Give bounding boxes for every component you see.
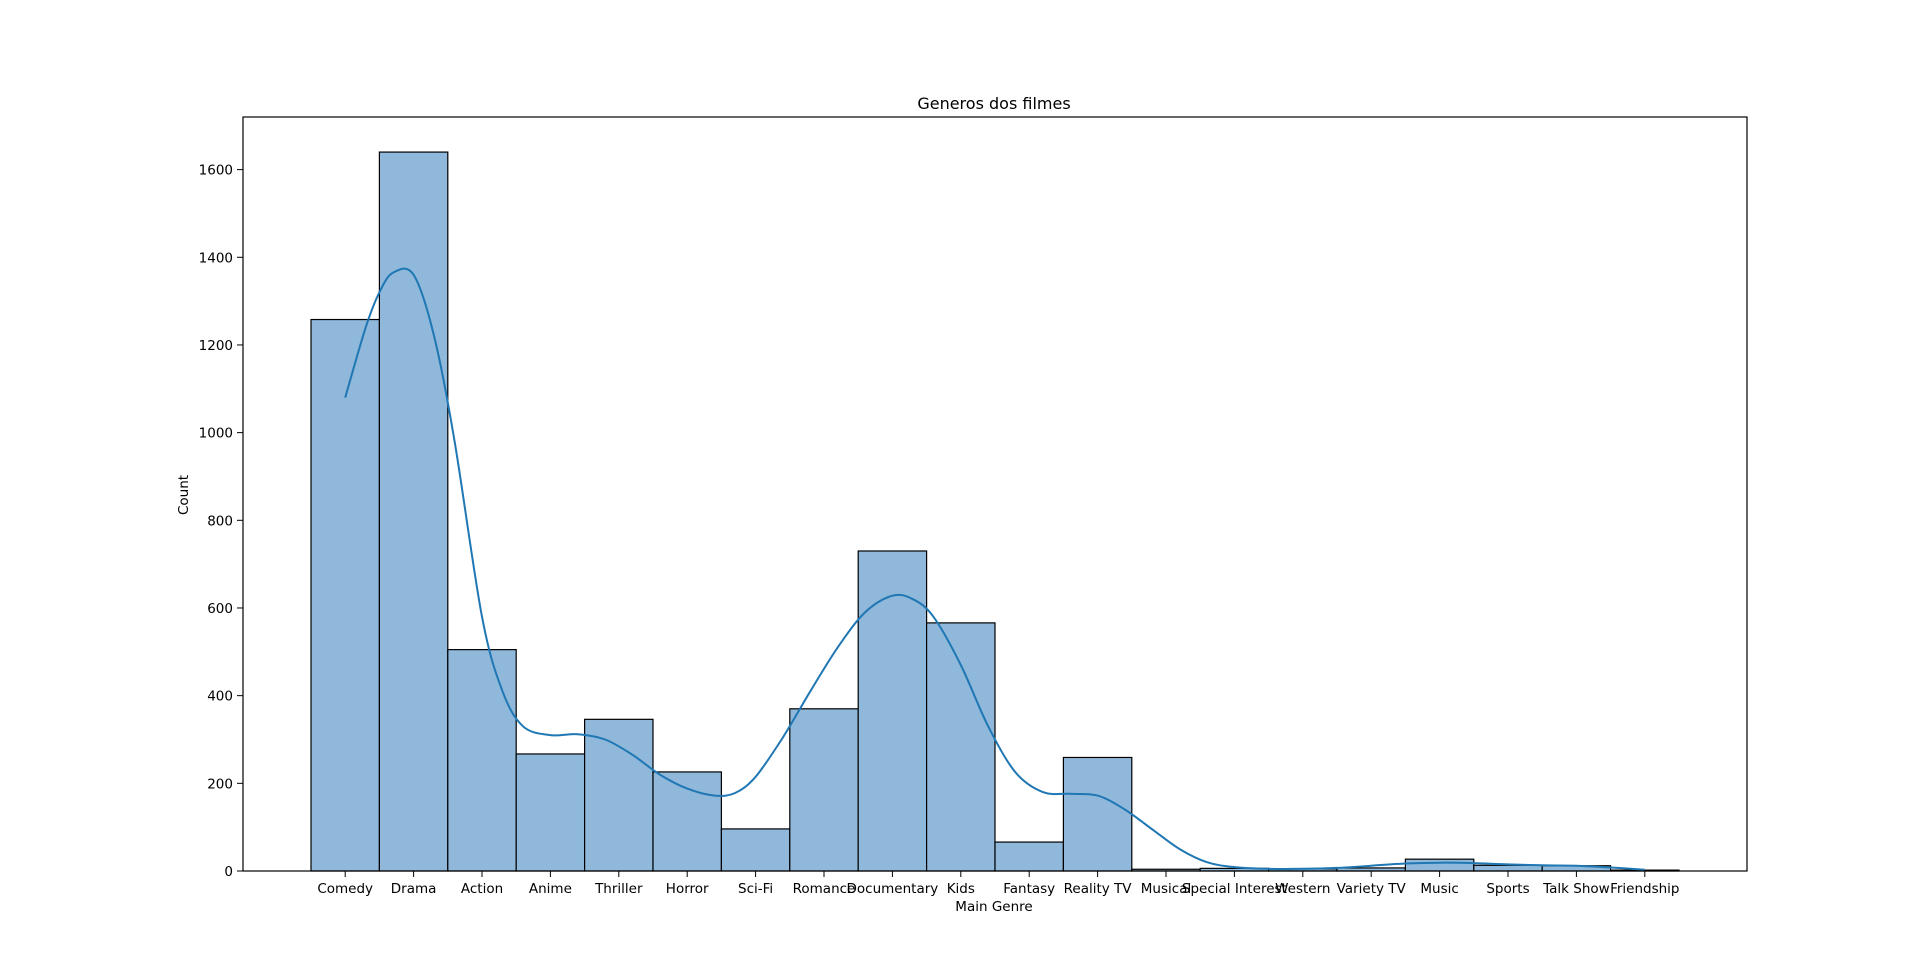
x-tick-label-musical: Musical: [1141, 881, 1191, 897]
chart-title: Generos dos filmes: [917, 94, 1070, 113]
y-tick-label: 600: [207, 601, 233, 617]
kde-line: [344, 267, 1645, 871]
x-axis: Comedy Drama Action Anime Thriller Horror Sci-…: [317, 871, 1680, 897]
bar-anime: [515, 753, 586, 872]
y-tick-label: 1200: [199, 338, 233, 354]
x-tick-label-kids: Kids: [947, 881, 975, 897]
x-tick-label-drama: Drama: [391, 881, 437, 897]
bar-kids: [925, 622, 996, 872]
x-tick-label-fantasy: Fantasy: [1003, 881, 1055, 897]
bar-drama: [378, 151, 449, 872]
y-tick-label: 1600: [199, 163, 233, 179]
bar-horror: [652, 771, 723, 872]
x-tick-label-horror: Horror: [666, 881, 709, 897]
x-tick-label-friendship: Friendship: [1610, 881, 1679, 897]
bar-sci-fi: [720, 828, 791, 872]
bar-documentary: [857, 550, 928, 872]
y-tick-label: 400: [207, 689, 233, 705]
x-tick-label-sports: Sports: [1486, 881, 1529, 897]
bar-sports: [1473, 864, 1543, 872]
plot-frame: [242, 116, 1748, 872]
bar-fantasy: [994, 841, 1065, 872]
x-tick-label-western: Western: [1275, 881, 1330, 897]
x-tick-label-comedy: Comedy: [317, 881, 373, 897]
x-tick-label-special-interest: Special Interest: [1182, 881, 1287, 897]
x-axis-label: Main Genre: [955, 899, 1032, 915]
x-tick-label-reality-tv: Reality TV: [1064, 881, 1133, 897]
x-tick-label-anime: Anime: [529, 881, 572, 897]
bar-comedy: [310, 318, 381, 872]
x-tick-label-romance: Romance: [793, 881, 856, 897]
x-tick-label-sci-fi: Sci-Fi: [738, 881, 773, 897]
y-tick-label: 200: [207, 776, 233, 792]
bar-reality-tv: [1062, 756, 1133, 872]
x-tick-label-variety-tv: Variety TV: [1337, 881, 1407, 897]
y-axis: 0 200 400 600 800 1000 1200 1400 1600: [199, 163, 243, 880]
y-tick-label: 0: [224, 864, 233, 880]
x-tick-label-music: Music: [1420, 881, 1458, 897]
y-tick-label: 1000: [199, 426, 233, 442]
x-tick-label-thriller: Thriller: [594, 881, 643, 897]
bar-action: [447, 649, 517, 872]
y-tick-label: 800: [207, 513, 233, 529]
x-tick-label-action: Action: [461, 881, 503, 897]
x-tick-label-documentary: Documentary: [847, 881, 939, 897]
y-tick-label: 1400: [199, 250, 233, 266]
bar-music: [1404, 858, 1475, 872]
bars-group: [310, 151, 1680, 872]
y-axis-label: Count: [176, 475, 192, 515]
bar-thriller: [583, 718, 654, 872]
x-tick-label-talk-show: Talk Show: [1542, 881, 1610, 897]
bar-romance: [789, 708, 859, 872]
